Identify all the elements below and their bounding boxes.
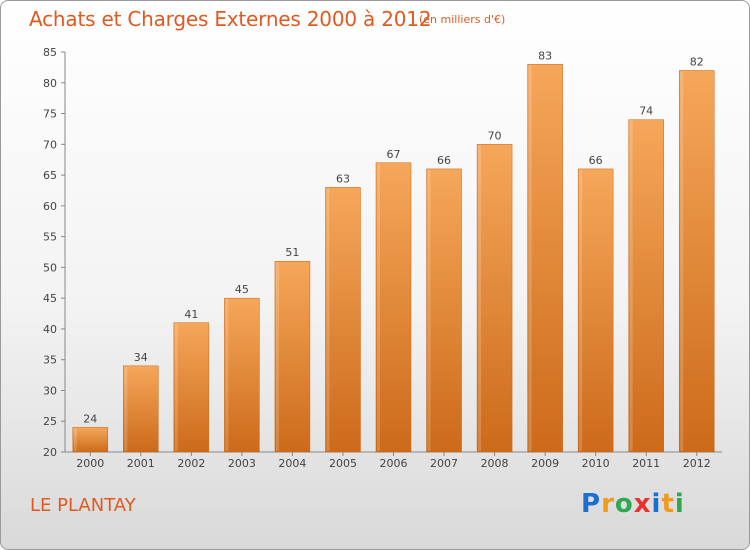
bar-2001 xyxy=(123,365,159,453)
bar-2002 xyxy=(173,322,210,453)
bar-highlight xyxy=(478,145,482,452)
bar-2010 xyxy=(577,168,614,453)
bar-highlight xyxy=(326,188,330,451)
bar-2000 xyxy=(72,427,109,453)
bar-2007 xyxy=(426,168,462,453)
y-tick-label: 30 xyxy=(43,384,57,397)
bar-2012 xyxy=(678,70,715,453)
bar-highlight xyxy=(579,169,583,451)
bar-highlight xyxy=(680,71,684,451)
value-label-2005: 63 xyxy=(336,172,350,185)
bar-highlight xyxy=(174,323,178,451)
x-tick-label-2004: 2004 xyxy=(278,457,306,470)
brand-letter: i xyxy=(651,489,662,519)
y-tick-label: 25 xyxy=(43,415,57,428)
x-tick-label-2012: 2012 xyxy=(683,457,711,470)
y-tick-label: 50 xyxy=(43,261,57,274)
bar-2006 xyxy=(375,162,412,453)
brand-letter: r xyxy=(601,489,615,519)
y-tick-label: 65 xyxy=(43,169,57,182)
bar-highlight xyxy=(73,428,77,451)
y-tick-label: 40 xyxy=(43,323,57,336)
y-tick-label: 80 xyxy=(43,77,57,90)
y-tick-label: 70 xyxy=(43,138,57,151)
x-tick-label-2002: 2002 xyxy=(177,457,205,470)
y-tick-label: 45 xyxy=(43,292,57,305)
brand-letter: x xyxy=(633,489,652,519)
value-label-2012: 82 xyxy=(690,55,704,68)
value-label-2004: 51 xyxy=(285,246,299,259)
brand-letter: o xyxy=(614,489,634,519)
value-label-2009: 83 xyxy=(538,49,552,62)
bar-highlight xyxy=(275,262,279,451)
y-tick-label: 60 xyxy=(43,200,57,213)
x-tick-label-2003: 2003 xyxy=(228,457,256,470)
bar-2005 xyxy=(325,187,361,453)
value-label-2002: 41 xyxy=(184,308,198,321)
bar-2003 xyxy=(224,297,260,453)
y-tick-label: 20 xyxy=(43,446,57,459)
bar-highlight xyxy=(377,163,380,451)
bar-2009 xyxy=(527,64,563,453)
chart-title: Achats et Charges Externes 2000 à 2012 xyxy=(29,7,432,31)
x-tick-label-2000: 2000 xyxy=(76,457,104,470)
bar-highlight xyxy=(225,299,229,451)
x-tick-label-2007: 2007 xyxy=(430,457,458,470)
bar-highlight xyxy=(427,169,431,451)
value-label-2007: 66 xyxy=(437,154,451,167)
y-tick-label: 35 xyxy=(43,354,57,367)
value-label-2011: 74 xyxy=(639,105,653,118)
y-tick-label: 85 xyxy=(43,46,57,59)
x-tick-label-2001: 2001 xyxy=(127,457,155,470)
value-label-2000: 24 xyxy=(83,412,97,425)
brand-letter: i xyxy=(674,489,685,519)
x-tick-label-2011: 2011 xyxy=(632,457,660,470)
y-tick-label: 55 xyxy=(43,231,57,244)
bar-highlight xyxy=(124,366,128,451)
value-label-2003: 45 xyxy=(235,283,249,296)
bar-2008 xyxy=(476,144,513,453)
bar-2011 xyxy=(628,119,664,453)
chart-subtitle: (en milliers d'€) xyxy=(419,13,506,26)
value-label-2006: 67 xyxy=(387,148,401,161)
brand-logo: Proxiti xyxy=(581,489,685,519)
value-label-2008: 70 xyxy=(488,129,502,142)
bar-2004 xyxy=(274,260,311,453)
brand-letter: P xyxy=(581,489,602,519)
value-label-2010: 66 xyxy=(589,154,603,167)
brand-letter: t xyxy=(661,489,675,519)
x-tick-label-2006: 2006 xyxy=(380,457,408,470)
x-tick-label-2008: 2008 xyxy=(481,457,509,470)
x-tick-label-2005: 2005 xyxy=(329,457,357,470)
bar-highlight xyxy=(528,65,532,452)
x-tick-label-2010: 2010 xyxy=(582,457,610,470)
x-tick-label-2009: 2009 xyxy=(531,457,559,470)
y-tick-label: 75 xyxy=(43,108,57,121)
value-label-2001: 34 xyxy=(134,351,148,364)
bar-highlight xyxy=(629,120,633,451)
place-name: LE PLANTAY xyxy=(30,495,136,516)
